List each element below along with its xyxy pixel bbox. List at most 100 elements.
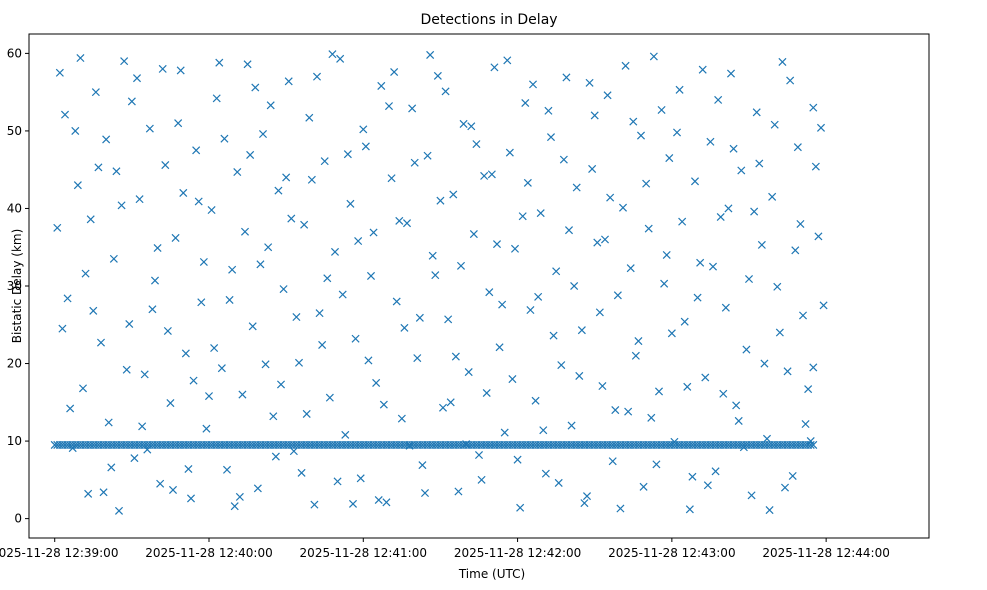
- data-point: [307, 175, 316, 184]
- data-point: [395, 216, 404, 225]
- band-point: [809, 440, 818, 449]
- data-point: [415, 313, 424, 322]
- data-point: [703, 481, 712, 490]
- data-point: [528, 80, 538, 89]
- data-point: [228, 265, 237, 274]
- data-point: [577, 326, 586, 335]
- y-tick-label: 50: [7, 124, 22, 138]
- data-point: [145, 124, 154, 133]
- data-point: [672, 128, 682, 137]
- data-point: [91, 88, 100, 97]
- data-point: [238, 390, 247, 399]
- data-point: [400, 323, 409, 332]
- data-point: [271, 452, 280, 461]
- data-point: [66, 404, 75, 413]
- data-point: [616, 504, 625, 513]
- data-point: [104, 418, 113, 427]
- data-point: [744, 274, 754, 284]
- data-point: [53, 223, 62, 232]
- data-point: [261, 360, 270, 369]
- data-point: [698, 65, 707, 74]
- chart-title: Detections in Delay: [420, 12, 557, 28]
- data-point: [390, 67, 399, 77]
- data-point: [341, 430, 350, 439]
- data-point: [199, 257, 208, 266]
- data-point: [572, 183, 581, 192]
- data-point: [582, 492, 592, 501]
- data-point: [138, 422, 147, 431]
- data-point: [791, 246, 800, 255]
- data-point: [557, 361, 566, 370]
- y-tick-label: 60: [7, 46, 22, 60]
- data-point: [734, 416, 743, 425]
- data-point: [202, 424, 211, 433]
- data-point: [721, 303, 730, 312]
- data-point: [408, 104, 417, 113]
- x-tick-label: 2025-11-28 12:42:00: [454, 546, 581, 560]
- data-point: [336, 54, 345, 63]
- data-point: [372, 378, 381, 387]
- data-point: [593, 238, 602, 247]
- data-point: [197, 298, 206, 307]
- data-point: [181, 349, 190, 358]
- data-point: [780, 483, 790, 492]
- data-point: [737, 166, 746, 175]
- data-point: [472, 140, 481, 149]
- data-point: [356, 474, 365, 483]
- data-point: [708, 262, 718, 271]
- data-point: [549, 331, 558, 340]
- data-point: [693, 293, 702, 302]
- x-axis-label: Time (UTC): [458, 567, 525, 581]
- y-tick-label: 30: [7, 279, 22, 293]
- data-point: [343, 150, 352, 159]
- data-point: [732, 401, 741, 410]
- data-point: [546, 133, 556, 142]
- data-point: [235, 492, 244, 501]
- data-point: [233, 167, 242, 177]
- data-point: [132, 74, 142, 83]
- data-point: [284, 77, 293, 86]
- data-point: [760, 359, 769, 368]
- data-point: [364, 356, 373, 365]
- data-point: [140, 370, 149, 379]
- data-point: [500, 428, 509, 437]
- data-point: [469, 230, 478, 239]
- data-point: [158, 64, 167, 73]
- data-point: [510, 244, 520, 253]
- data-point: [809, 103, 818, 112]
- data-point: [647, 413, 656, 422]
- data-point: [148, 305, 157, 314]
- y-tick-label: 10: [7, 434, 22, 448]
- data-point: [714, 95, 723, 104]
- data-point: [320, 157, 329, 166]
- data-point: [747, 491, 756, 500]
- data-point: [775, 328, 784, 337]
- data-point: [505, 148, 514, 157]
- data-point: [783, 367, 792, 376]
- data-point: [153, 243, 162, 253]
- data-point: [212, 94, 221, 103]
- data-point: [426, 50, 435, 59]
- data-point: [315, 309, 324, 318]
- data-point: [523, 178, 532, 187]
- data-point: [508, 375, 517, 384]
- data-point: [606, 193, 615, 202]
- data-point: [726, 69, 736, 78]
- data-point: [287, 214, 296, 223]
- data-point: [230, 502, 239, 511]
- data-point: [680, 317, 689, 326]
- data-point: [492, 240, 502, 249]
- data-point: [156, 479, 165, 488]
- data-point: [611, 406, 620, 415]
- data-point: [420, 489, 430, 498]
- data-point: [598, 382, 607, 391]
- data-point: [109, 254, 118, 263]
- data-point: [433, 71, 442, 80]
- data-point: [757, 240, 766, 249]
- x-tick-label: 2025-11-28 12:41:00: [300, 546, 427, 560]
- data-point: [55, 68, 64, 77]
- data-point: [449, 190, 458, 199]
- data-point: [122, 365, 131, 374]
- data-point: [84, 489, 93, 498]
